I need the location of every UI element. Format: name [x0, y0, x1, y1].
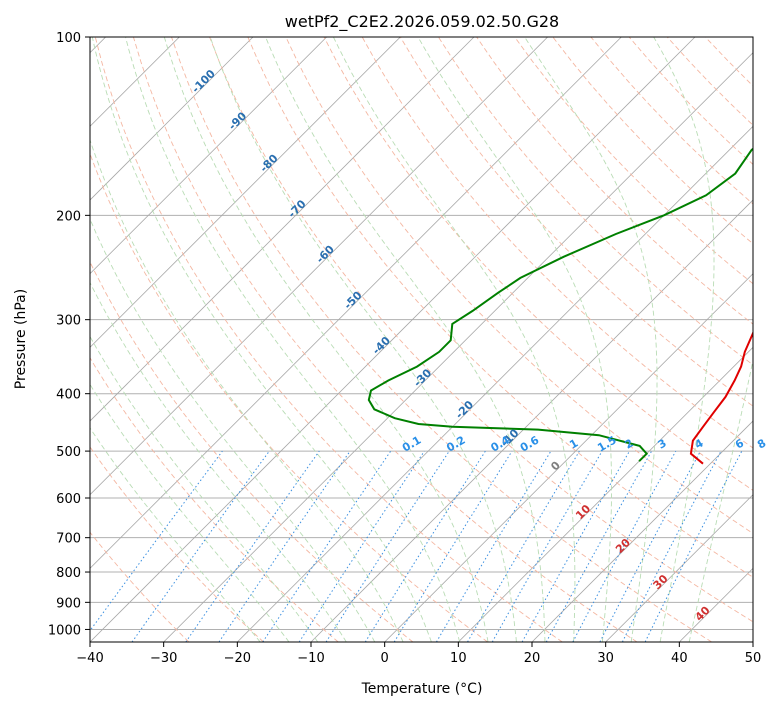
isotherm-line	[90, 37, 254, 201]
profile-series-line	[367, 147, 753, 462]
isotherm-line	[531, 420, 753, 642]
moist-adiabat-line	[125, 37, 461, 642]
y-tick-label: 700	[56, 532, 81, 547]
mixing-ratio-line	[185, 450, 320, 642]
dry-adiabat-line	[438, 37, 753, 366]
x-tick-label: 0	[381, 651, 389, 666]
y-tick-label: 800	[56, 566, 81, 581]
moist-adiabat-line	[417, 37, 612, 642]
moist-adiabat-line	[163, 37, 489, 642]
mixing-ratio-line	[393, 450, 513, 642]
isotherm-line	[384, 273, 753, 642]
mixing-ratio-line	[521, 450, 630, 642]
isotherm-line	[90, 37, 327, 275]
moist-adiabat-line	[209, 37, 517, 642]
plot-area	[90, 37, 753, 642]
isotherm-line	[752, 641, 753, 642]
y-axis-label: Pressure (hPa)	[13, 289, 29, 389]
y-tick-label: 100	[56, 31, 81, 46]
moist-adiabat-line	[524, 37, 658, 642]
y-tick-label: 600	[56, 492, 81, 507]
mixing-ratio-line	[644, 450, 743, 642]
y-tick-label: 900	[56, 596, 81, 611]
dry-adiabat-line	[90, 356, 339, 642]
moist-adiabat-line	[90, 138, 404, 642]
mixing-ratio-line	[131, 450, 270, 642]
mixing-ratio-line	[262, 450, 392, 642]
x-tick-label: 30	[597, 651, 614, 666]
mixing-ratio-line	[325, 450, 450, 642]
mixing-ratio-line	[545, 450, 653, 642]
dry-adiabat-line	[209, 37, 753, 623]
chart-title: wetPf2_C2E2.2026.059.02.50.G28	[285, 12, 559, 32]
moist-adiabat-line	[265, 37, 546, 642]
moist-adiabat-line	[688, 358, 753, 642]
isotherm-line	[90, 37, 475, 422]
dry-adiabat-line	[90, 446, 264, 642]
dry-adiabat-line	[285, 37, 753, 535]
x-axis-label: Temperature (°C)	[361, 681, 483, 697]
mixing-ratio-line	[298, 450, 425, 642]
moist-adiabat-line	[90, 427, 261, 642]
x-tick-label: −40	[76, 651, 103, 666]
isotherm-line	[90, 37, 696, 642]
dry-adiabat-line	[171, 37, 712, 642]
mixing-ratio-line	[218, 450, 351, 642]
plot-background	[90, 37, 753, 642]
background-lines	[90, 37, 753, 642]
moist-adiabat-line	[90, 335, 319, 642]
isotherm-line	[237, 125, 753, 642]
dry-adiabat-line	[399, 37, 753, 407]
y-tick-label: 300	[56, 314, 81, 329]
mixing-ratio-label: 8	[755, 437, 768, 452]
moist-adiabat-line	[332, 37, 576, 642]
isotherm-line	[163, 52, 753, 642]
y-tick-label: 1000	[48, 623, 81, 638]
axes: −40 −30 −20 −10 0 10 20 30 40 50 100 200 300 400 500 60…	[48, 31, 761, 666]
x-tick-label: 20	[524, 651, 541, 666]
dry-adiabat-line	[94, 37, 563, 642]
dry-adiabat-line	[247, 37, 753, 578]
y-tick-label: 200	[56, 209, 81, 224]
profile-series-line	[689, 330, 753, 465]
moist-adiabat-line	[90, 383, 290, 642]
x-tick-label: −30	[150, 651, 177, 666]
moist-adiabat-line	[90, 281, 347, 642]
x-tick-label: −10	[297, 651, 324, 666]
dry-adiabat-line	[90, 531, 190, 642]
isotherm-line	[605, 494, 753, 642]
x-tick-label: −20	[224, 651, 251, 666]
moist-adiabat-line	[90, 217, 376, 642]
y-tick-label: 400	[56, 388, 81, 403]
dry-adiabat-line	[361, 37, 753, 449]
plot-frame	[89, 36, 754, 643]
isotherm-line	[90, 37, 401, 348]
moist-adiabat-line	[91, 37, 432, 642]
isotherm-line	[458, 346, 753, 642]
mixing-ratio-line	[572, 450, 677, 642]
dry-adiabat-line	[90, 261, 414, 642]
x-tick-label: 40	[671, 651, 688, 666]
profile-lines	[367, 147, 753, 465]
x-tick-label: 50	[745, 651, 762, 666]
dry-adiabat-line	[514, 37, 753, 285]
dry-adiabat-line	[90, 152, 488, 642]
moist-adiabat-line	[653, 37, 715, 642]
dry-adiabat-line	[132, 37, 638, 642]
mixing-ratio-line	[90, 450, 223, 632]
x-tick-label: 10	[450, 651, 467, 666]
isotherm-line	[90, 37, 622, 569]
y-tick-label: 500	[56, 445, 81, 460]
dry-adiabat-line	[323, 37, 753, 491]
isotherm-line	[90, 37, 548, 496]
